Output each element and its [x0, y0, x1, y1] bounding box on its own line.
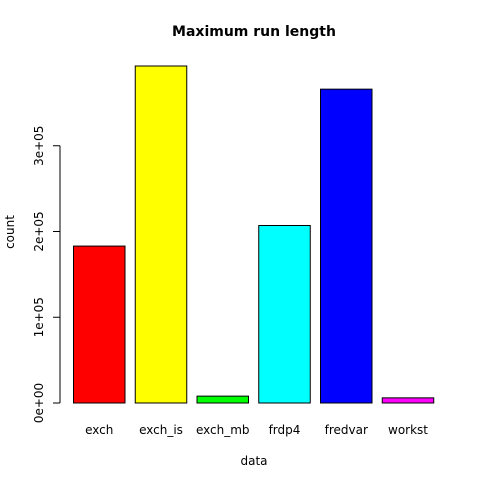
y-axis-label: count [3, 215, 17, 249]
bar-frdp4 [258, 224, 311, 404]
x-category-label: exch_is [139, 423, 183, 437]
bar-fredvar [320, 88, 373, 404]
y-tick-label: 3e+05 [32, 126, 46, 166]
y-tick-label: 1e+05 [32, 297, 46, 337]
bar-exch-mb [196, 395, 249, 404]
bars-group [73, 65, 435, 404]
x-category-label: workst [388, 423, 428, 437]
x-category-label: exch_mb [196, 423, 250, 437]
y-tick-label: 2e+05 [32, 211, 46, 251]
chart-title: Maximum run length [172, 24, 336, 40]
bar-workst [381, 397, 435, 404]
bar-exch-is [134, 65, 188, 404]
y-tick-label: 0e+00 [32, 383, 46, 423]
x-category-label: exch [85, 423, 113, 437]
bar-exch [73, 245, 126, 404]
x-axis-label: data [240, 454, 267, 468]
y-axis-ticks: 0e+00 1e+05 2e+05 3e+05 [32, 126, 60, 423]
x-axis-category-labels: exch exch_is exch_mb frdp4 fredvar workst [85, 423, 428, 437]
x-category-label: fredvar [325, 423, 368, 437]
x-category-label: frdp4 [269, 423, 301, 437]
